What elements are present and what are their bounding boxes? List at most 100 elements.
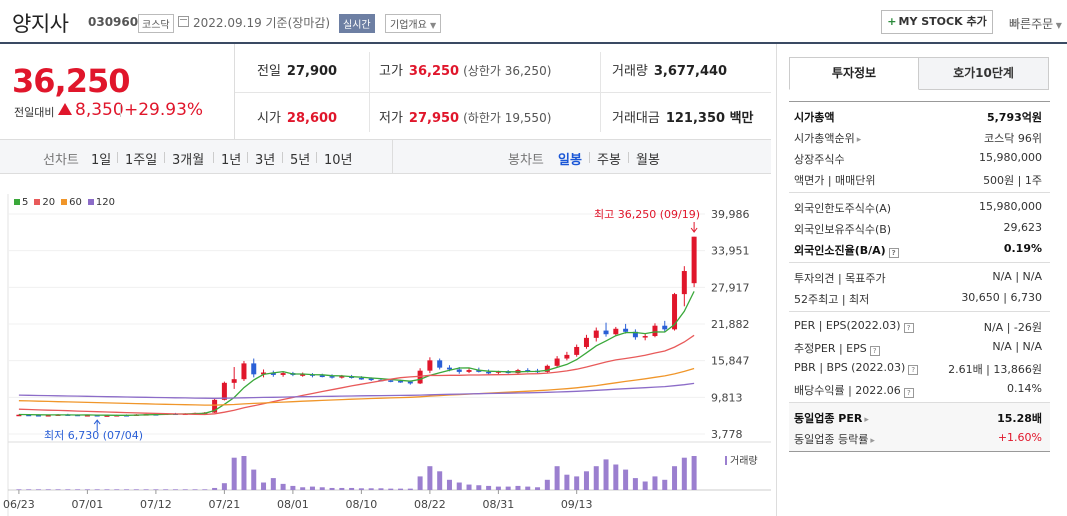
candle-body — [642, 336, 648, 338]
tab-weekly[interactable]: 주봉 — [597, 153, 621, 168]
candle-body — [593, 330, 599, 338]
info-value: 코스닥 96위 — [984, 132, 1042, 145]
chevron-right-icon: ▸ — [856, 135, 862, 145]
invest-tabs: 투자정보 호가10단계 — [789, 57, 1050, 90]
info-group: 투자의견 | 목표주가 N/A | N/A 52주최고 | 최저 30,650 | 6… — [789, 263, 1050, 312]
legend-swatch — [34, 199, 41, 205]
legend-swatch — [14, 199, 20, 205]
tab-invest-info[interactable]: 투자정보 — [789, 57, 919, 90]
candlestick-chart[interactable]: 39,986 33,951 27,917 21,882 15,847 9,813 3,778… — [0, 174, 771, 516]
info-row[interactable]: 동일업종 PER ▸ 15.28배 — [789, 406, 1050, 427]
info-row: PER | EPS(2022.03)? N/A | -26원 — [789, 315, 1050, 336]
market-badge: 코스닥 — [138, 14, 174, 33]
x-tick-label: 08/22 — [414, 498, 446, 511]
x-tick-label: 08/10 — [346, 498, 378, 511]
candle-body — [662, 325, 668, 330]
info-row: 추정PER | EPS? N/A | N/A — [789, 336, 1050, 357]
help-icon[interactable]: ? — [869, 346, 880, 356]
price-change-pct: +29.93% — [119, 100, 204, 120]
tab-daily[interactable]: 일봉 — [558, 153, 582, 168]
tab-1d[interactable]: 1일 — [91, 153, 112, 168]
tab-1y[interactable]: 1년 — [221, 153, 242, 168]
help-icon[interactable]: ? — [908, 365, 919, 375]
info-row: 외국인보유주식수(B) 29,623 — [789, 217, 1050, 238]
help-icon[interactable]: ? — [903, 388, 914, 398]
candle-body — [466, 370, 472, 372]
tab-monthly[interactable]: 월봉 — [636, 153, 660, 168]
tab-5y[interactable]: 5년 — [290, 153, 311, 168]
y-tick-label: 21,882 — [711, 318, 750, 331]
volume-bar — [486, 485, 492, 490]
info-row[interactable]: 시가총액순위 ▸ 코스닥 96위 — [789, 126, 1050, 147]
volume-bar — [300, 487, 306, 490]
volume-bar — [280, 483, 286, 490]
x-tick-label: 08/31 — [483, 498, 515, 511]
candle-body — [613, 328, 619, 335]
info-group: 외국인한도주식수(A) 15,980,000 외국인보유주식수(B) 29,623 외국… — [789, 193, 1050, 263]
candle-body — [652, 325, 658, 337]
info-row[interactable]: 동일업종 등락률 ▸ +1.60% — [789, 427, 1050, 448]
volume-bar — [495, 486, 501, 490]
volume-bar — [691, 456, 697, 490]
calendar-icon — [178, 16, 189, 27]
volume-bar — [319, 487, 325, 490]
candle-body — [270, 372, 276, 375]
tab-1w[interactable]: 1주일 — [125, 153, 158, 168]
volume-bar — [358, 488, 364, 490]
change-label: 전일대비 — [14, 106, 55, 119]
candle-body — [525, 370, 531, 372]
info-row: 시가총액 5,793억원 — [789, 105, 1050, 126]
volume-bar — [153, 489, 159, 490]
volume-bar — [466, 484, 472, 490]
info-label: 외국인보유주식수(B) — [794, 223, 892, 236]
info-label: 동일업종 PER ▸ — [794, 412, 869, 425]
realtime-button[interactable]: 실시간 — [339, 14, 375, 33]
quick-order-label: 빠른주문 — [1009, 17, 1054, 31]
candle-body — [94, 415, 100, 417]
help-icon[interactable]: ? — [903, 323, 914, 333]
x-tick-label: 09/13 — [561, 498, 593, 511]
x-tick-label: 07/12 — [140, 498, 172, 511]
current-price-box: 36,250 전일대비 8,350 +29.93% — [0, 44, 234, 140]
volume-bar — [65, 489, 71, 490]
y-tick-label: 33,951 — [711, 245, 750, 258]
low-price: 저가 27,950 (하한가 19,550) — [379, 111, 552, 126]
quick-order-button[interactable]: 빠른주문 ▼ — [1009, 15, 1062, 32]
info-label: 외국인한도주식수(A) — [794, 202, 892, 215]
legend-swatch — [87, 199, 94, 205]
volume-bar — [407, 488, 413, 490]
volume-bar — [583, 471, 589, 490]
info-label: 상장주식수 — [794, 153, 845, 166]
add-mystock-button[interactable]: + MY STOCK 추가 — [881, 10, 993, 34]
info-value: 0.19% — [1003, 242, 1042, 255]
tab-10y[interactable]: 10년 — [324, 153, 353, 168]
volume-bar — [339, 487, 345, 490]
candle-body — [212, 399, 218, 413]
invest-info-table: 시가총액 5,793억원 시가총액순위 ▸ 코스닥 96위 상장주식수 15,980,000… — [789, 101, 1050, 452]
candle-body — [476, 370, 482, 372]
volume-bar — [456, 482, 462, 490]
info-label: 추정PER | EPS? — [794, 340, 880, 356]
tab-3y[interactable]: 3년 — [255, 153, 276, 168]
y-tick-label: 3,778 — [711, 428, 743, 441]
volume-bar — [45, 489, 51, 490]
volume-bar — [349, 487, 355, 490]
candle-body — [251, 363, 257, 375]
company-overview-label: 기업개요 — [390, 20, 427, 31]
tab-orderbook-10[interactable]: 호가10단계 — [919, 57, 1049, 90]
candle-body — [632, 331, 638, 338]
info-row: 외국인소진율(B/A)? 0.19% — [789, 238, 1050, 259]
company-overview-dropdown[interactable]: 기업개요 ▼ — [385, 14, 442, 33]
tab-3m[interactable]: 3개월 — [172, 153, 205, 168]
volume-bar — [505, 486, 511, 490]
legend-swatch — [61, 199, 68, 205]
chevron-right-icon: ▸ — [870, 436, 875, 446]
volume-bar — [593, 466, 599, 490]
info-value: 30,650 | 6,730 — [961, 291, 1042, 304]
info-value: +1.60% — [997, 431, 1042, 444]
info-value: 500원 | 1주 — [983, 174, 1042, 187]
volume-bar — [652, 476, 658, 490]
info-label: 52주최고 | 최저 — [794, 293, 870, 306]
help-icon[interactable]: ? — [888, 248, 899, 258]
candle-body — [437, 360, 443, 368]
